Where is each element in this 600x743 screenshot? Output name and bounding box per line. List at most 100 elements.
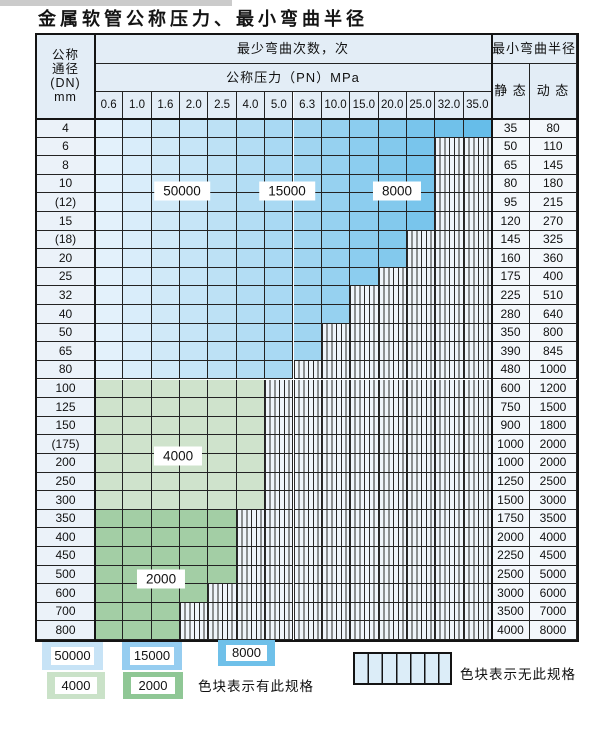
pressure-cell (123, 267, 152, 287)
pressure-cell (236, 509, 266, 529)
pressure-cell (208, 546, 237, 566)
pressure-cell (236, 267, 266, 287)
pressure-cell (95, 528, 124, 547)
pressure-cell (350, 193, 379, 213)
pressure-cell (123, 323, 152, 343)
dynamic-value-cell: 110 (530, 137, 577, 157)
pressure-col-header: 25.0 (406, 92, 436, 119)
table-divider (94, 35, 96, 640)
static-value-cell: 120 (492, 212, 530, 231)
pressure-cell (95, 230, 124, 250)
pressure-cell (350, 453, 379, 473)
dn-cell: 800 (37, 621, 95, 640)
pressure-cell (350, 249, 379, 268)
static-value-cell: 600 (492, 379, 530, 399)
pressure-cell (321, 323, 351, 343)
pressure-cell (463, 249, 492, 268)
pressure-cell (463, 137, 492, 157)
pressure-cell (265, 286, 294, 306)
pressure-cell (435, 193, 464, 213)
pressure-cell (151, 491, 181, 510)
pressure-cell (378, 286, 407, 306)
pressure-cell (95, 212, 124, 231)
pressure-cell (435, 119, 464, 138)
static-value-cell: 350 (492, 323, 530, 343)
pressure-cell (293, 119, 322, 138)
pressure-cell (406, 453, 436, 473)
pressure-cell (95, 435, 124, 454)
static-value-cell: 225 (492, 286, 530, 306)
pressure-cell (208, 286, 237, 306)
pressure-cell (350, 323, 379, 343)
dn-cell: 8 (37, 156, 95, 175)
pressure-cell (208, 267, 237, 287)
pressure-cell (435, 453, 464, 473)
pressure-cell (406, 565, 436, 585)
static-value-cell: 1000 (492, 453, 530, 473)
bend-count-label: 50000 (154, 181, 210, 201)
pressure-cell (265, 212, 294, 231)
pressure-cell (151, 360, 181, 380)
pressure-cell (350, 472, 379, 492)
pressure-cell (236, 119, 266, 138)
pressure-cell (378, 602, 407, 622)
pressure-cell (208, 435, 237, 454)
legend-swatch-15000: 15000 (122, 642, 182, 670)
pressure-cell (208, 174, 237, 194)
static-value-cell: 175 (492, 267, 530, 287)
pressure-cell (180, 360, 209, 380)
dynamic-value-cell: 510 (530, 286, 577, 306)
pressure-cell (180, 137, 209, 157)
pressure-cell (463, 119, 492, 138)
dn-cell: 4 (37, 119, 95, 138)
dn-cell: 300 (37, 491, 95, 510)
pressure-cell (208, 230, 237, 250)
pressure-cell (350, 621, 379, 640)
pressure-cell (151, 342, 181, 361)
dn-cell: 40 (37, 305, 95, 324)
pressure-cell (293, 249, 322, 268)
static-value-cell: 4000 (492, 621, 530, 640)
pressure-cell (378, 360, 407, 380)
pressure-cell (95, 584, 124, 603)
pressure-cell (236, 230, 266, 250)
pressure-cell (293, 398, 322, 417)
legend-swatch-label: 8000 (225, 644, 268, 662)
dynamic-value-cell: 6000 (530, 584, 577, 603)
pressure-cell (180, 528, 209, 547)
dynamic-value-cell: 4000 (530, 528, 577, 547)
pressure-cell (208, 528, 237, 547)
pressure-cell (406, 156, 436, 175)
pressure-cell (180, 416, 209, 436)
pressure-cell (95, 453, 124, 473)
static-value-cell: 3000 (492, 584, 530, 603)
pressure-cell (435, 509, 464, 529)
pressure-cell (406, 602, 436, 622)
pressure-cell (293, 360, 322, 380)
dynamic-header: 动 态 (530, 64, 577, 119)
pressure-cell (180, 342, 209, 361)
pressure-cell (151, 286, 181, 306)
dn-cell: 32 (37, 286, 95, 306)
pressure-cell (208, 491, 237, 510)
dn-cell: 25 (37, 267, 95, 287)
dynamic-value-cell: 4500 (530, 546, 577, 566)
table-divider (491, 35, 493, 640)
pressure-cell (463, 267, 492, 287)
pressure-cell (321, 230, 351, 250)
pressure-cell (236, 584, 266, 603)
pressure-cell (208, 119, 237, 138)
bend-count-label: 15000 (259, 181, 315, 201)
pressure-cell (180, 305, 209, 324)
pressure-col-header: 0.6 (95, 92, 124, 119)
static-value-cell: 145 (492, 230, 530, 250)
pressure-cell (378, 305, 407, 324)
pressure-cell (95, 305, 124, 324)
legend-swatch-8000: 8000 (218, 640, 275, 666)
pressure-cell (350, 509, 379, 529)
static-value-cell: 2000 (492, 528, 530, 547)
pressure-cell (208, 398, 237, 417)
pressure-cell (123, 156, 152, 175)
pressure-cell (208, 249, 237, 268)
